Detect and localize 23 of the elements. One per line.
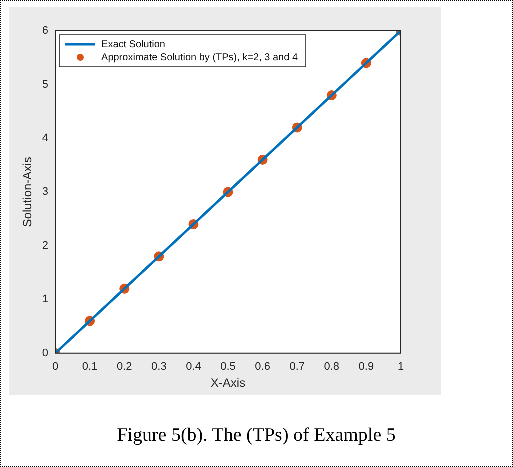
y-tick-label: 1 <box>42 294 49 306</box>
x-tick-label: 0.8 <box>324 361 340 374</box>
x-tick-label: 0.6 <box>255 361 270 374</box>
y-tick-label: 3 <box>42 186 49 198</box>
y-axis-title: Solution-Axis <box>20 157 35 228</box>
x-tick-label: 1 <box>398 361 404 374</box>
x-tick-label: 0 <box>52 361 59 374</box>
caption: Figure 5(b). The (TPs) of Example 5 <box>116 425 397 447</box>
y-tick-label: 5 <box>42 78 49 91</box>
y-tick-label: 2 <box>42 240 49 252</box>
y-tick-label: 4 <box>42 132 49 144</box>
legend-label: Approximate Solution by (TPs), k=2, 3 and 4 <box>102 52 298 64</box>
x-axis-title: X-Axis <box>210 376 246 390</box>
x-tick-label: 0.4 <box>186 361 202 374</box>
y-tick-label: 6 <box>42 25 49 38</box>
y-tick-label: 0 <box>42 347 49 360</box>
x-tick-label: 0.9 <box>358 361 374 374</box>
x-tick-label: 0.2 <box>116 361 132 374</box>
x-tick-label: 0.5 <box>220 361 236 374</box>
x-tick-label: 0.7 <box>290 361 306 374</box>
x-tick-label: 0.1 <box>82 361 98 374</box>
x-tick-label: 0.3 <box>152 361 167 374</box>
legend-label: Exact Solution <box>102 39 166 50</box>
